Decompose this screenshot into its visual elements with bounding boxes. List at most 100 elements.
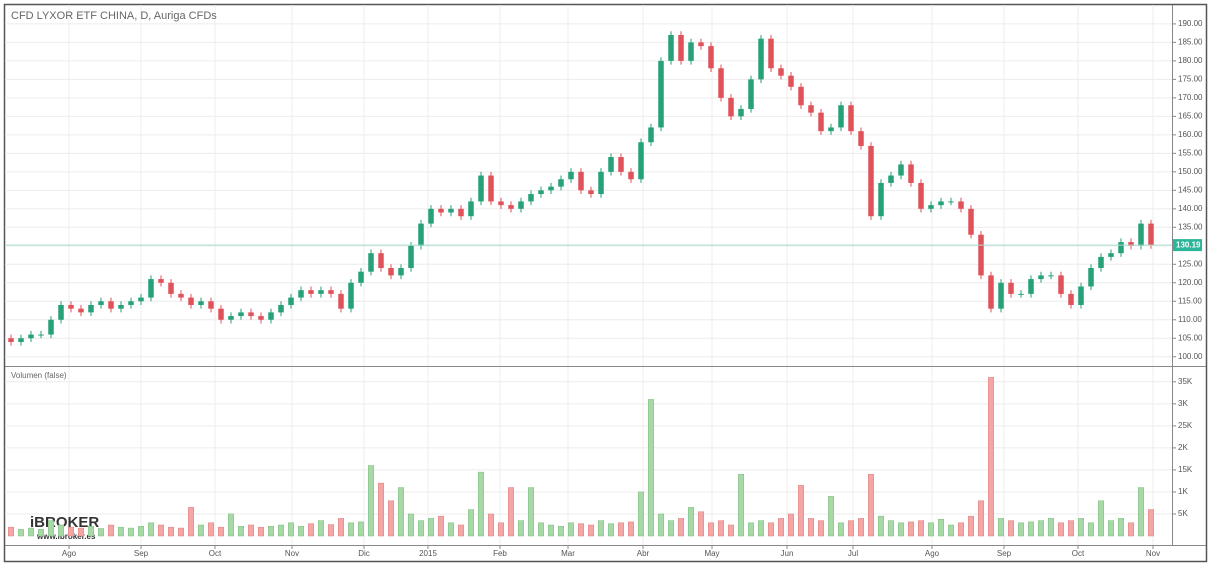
candle-body	[578, 171, 584, 191]
candle-body	[558, 179, 564, 187]
logo-url: www.ibroker.es	[36, 532, 96, 541]
volume-bar	[1018, 522, 1024, 537]
volume-bar	[448, 522, 454, 537]
candle-body	[918, 182, 924, 209]
candle-body	[878, 182, 884, 217]
x-tick-label: Mar	[561, 549, 575, 558]
volume-bar	[1128, 522, 1134, 537]
candle-body	[528, 194, 534, 202]
volume-bar	[918, 520, 924, 537]
candle-body	[1098, 256, 1104, 268]
volume-bar	[218, 526, 224, 537]
volume-bar	[698, 511, 704, 537]
volume-bar	[328, 524, 334, 537]
volume-bar	[488, 513, 494, 537]
candle-body	[198, 301, 204, 305]
candle-body	[798, 86, 804, 106]
candle-body	[728, 97, 734, 117]
volume-bar	[1098, 500, 1104, 537]
x-tick-label: Dic	[358, 549, 370, 558]
volume-bar	[678, 518, 684, 537]
volume-bar	[578, 523, 584, 537]
volume-bar	[198, 524, 204, 537]
candle-body	[268, 312, 274, 320]
candle-body	[1038, 275, 1044, 280]
volume-bar	[58, 524, 64, 537]
candle-body	[378, 253, 384, 268]
candle-body	[988, 275, 994, 309]
candle-body	[1028, 279, 1034, 294]
y-tick-label: 5K	[1178, 509, 1188, 518]
y-tick-label: 135.00	[1178, 222, 1203, 231]
x-tick-label: May	[704, 549, 719, 558]
candle-body	[838, 105, 844, 128]
x-tick-label: Jun	[781, 549, 794, 558]
volume-bar	[748, 522, 754, 537]
volume-bar	[478, 471, 484, 537]
candle-body	[1108, 253, 1114, 257]
candle-body	[788, 75, 794, 87]
y-tick-label: 125.00	[1178, 259, 1203, 268]
candle-body	[998, 282, 1004, 309]
volume-bar	[998, 518, 1004, 537]
candle-body	[418, 223, 424, 246]
y-tick-label: 165.00	[1178, 111, 1203, 120]
volume-bar	[1028, 521, 1034, 537]
candle-body	[1118, 242, 1124, 254]
volume-bar	[428, 518, 434, 537]
candle-body	[658, 60, 664, 128]
x-tick-label: Abr	[637, 549, 650, 558]
candle-body	[18, 338, 24, 342]
candle-body	[608, 157, 614, 172]
candle-body	[278, 304, 284, 313]
last-price-box	[1173, 239, 1202, 252]
volume-bar	[28, 527, 34, 537]
volume-bar	[888, 520, 894, 537]
volume-bar	[938, 519, 944, 537]
volume-bar	[608, 523, 614, 537]
logo-name: iBROKER	[30, 514, 99, 531]
volume-bar	[538, 522, 544, 537]
y-tick-label: 175.00	[1178, 74, 1203, 83]
candle-body	[1128, 242, 1134, 246]
candle-body	[678, 34, 684, 61]
volume-bar	[238, 526, 244, 537]
candle-body	[1018, 293, 1024, 295]
candle-body	[978, 234, 984, 276]
volume-bar	[518, 520, 524, 537]
volume-bar	[1148, 509, 1154, 537]
volume-bar	[158, 524, 164, 537]
y-tick-label: 140.00	[1178, 204, 1203, 213]
candle-body	[488, 175, 494, 202]
volume-bar	[568, 522, 574, 537]
candle-body	[758, 38, 764, 80]
candle-body	[188, 297, 194, 305]
candle-body	[498, 201, 504, 206]
candle-body	[448, 208, 454, 213]
y-tick-label: 155.00	[1178, 148, 1203, 157]
volume-bar	[38, 529, 44, 537]
candle-body	[548, 186, 554, 191]
candle-body	[598, 171, 604, 195]
candle-body	[248, 312, 254, 317]
x-tick-label: Sep	[997, 549, 1012, 558]
candle-body	[1058, 275, 1064, 294]
candle-body	[38, 334, 44, 336]
volume-bar	[18, 529, 24, 537]
candle-body	[368, 253, 374, 272]
candle-body	[328, 290, 334, 294]
candle-body	[928, 205, 934, 209]
volume-bar	[338, 518, 344, 537]
volume-bar	[838, 522, 844, 537]
volume-bar	[1068, 520, 1074, 537]
volume-bar	[68, 526, 74, 537]
candle-body	[808, 105, 814, 113]
volume-bar	[898, 522, 904, 537]
volume-bar	[98, 528, 104, 537]
candle-body	[538, 190, 544, 195]
candle-body	[108, 301, 114, 309]
y-tick-label: 100.00	[1178, 352, 1203, 361]
y-tick-label: 190.00	[1178, 19, 1203, 28]
candle-body	[388, 267, 394, 276]
candle-body	[968, 208, 974, 235]
